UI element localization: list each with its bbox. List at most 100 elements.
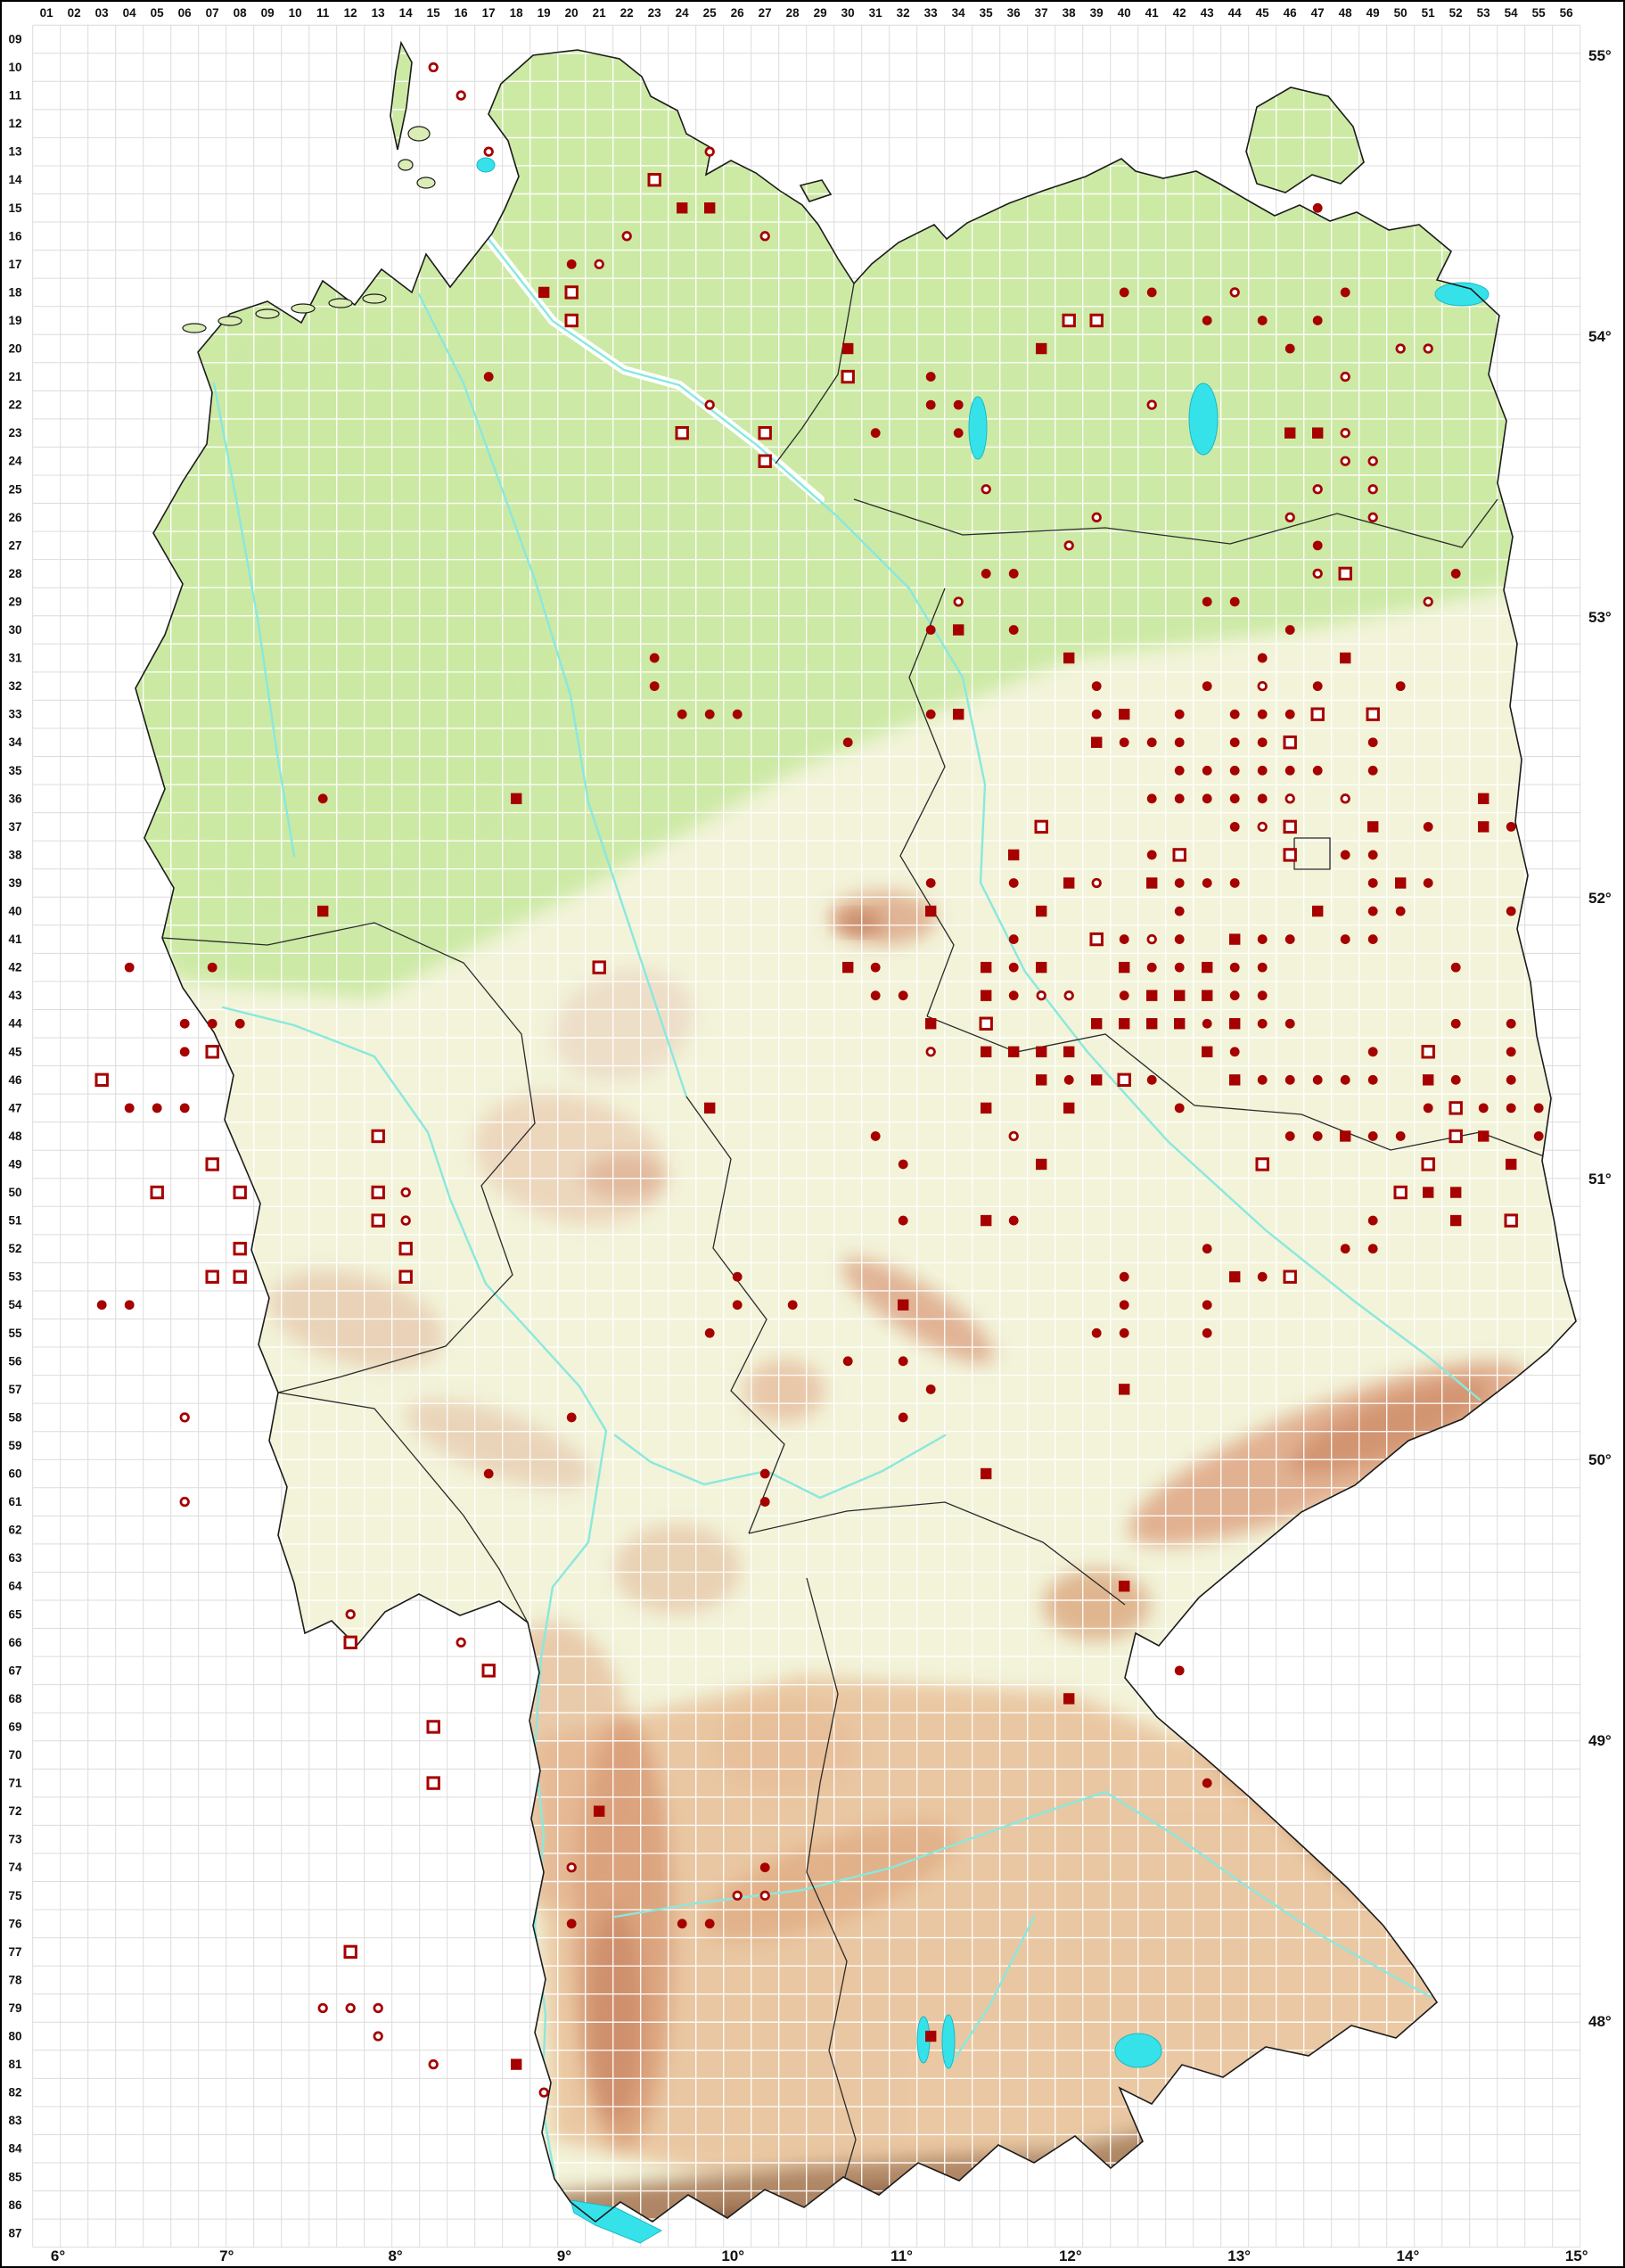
marker-filled-circle xyxy=(732,1300,743,1311)
marker-filled-circle xyxy=(1174,934,1185,944)
marker-filled-circle xyxy=(1257,793,1268,804)
col-label: 18 xyxy=(510,6,524,20)
col-label: 03 xyxy=(95,6,110,20)
marker-filled-circle xyxy=(1174,709,1185,719)
marker-open-circle xyxy=(1423,343,1433,354)
lat-label: 55° xyxy=(1588,47,1612,64)
row-label: 10 xyxy=(8,61,21,74)
marker-filled-circle xyxy=(649,653,660,663)
marker-filled-circle xyxy=(1312,316,1323,325)
marker-filled-circle xyxy=(925,709,936,719)
row-label: 11 xyxy=(9,89,22,103)
row-label: 77 xyxy=(8,1945,21,1959)
marker-open-square xyxy=(94,1072,109,1088)
marker-open-circle xyxy=(483,146,494,157)
marker-filled-square xyxy=(1119,961,1130,974)
col-label: 52 xyxy=(1449,6,1463,20)
marker-open-circle xyxy=(953,596,964,607)
row-label: 67 xyxy=(8,1664,21,1677)
marker-filled-circle xyxy=(1229,1047,1240,1057)
marker-open-square xyxy=(1449,1101,1463,1115)
marker-filled-circle xyxy=(1119,1327,1129,1338)
row-label: 49 xyxy=(8,1157,21,1171)
marker-filled-circle xyxy=(1257,316,1268,325)
marker-filled-circle xyxy=(1312,202,1323,213)
marker-filled-circle xyxy=(1202,1244,1212,1254)
marker-filled-circle xyxy=(1202,1778,1212,1788)
marker-filled-square xyxy=(538,286,550,299)
marker-filled-square xyxy=(1202,990,1213,1001)
marker-filled-circle xyxy=(1478,1103,1489,1113)
marker-open-square xyxy=(564,285,579,300)
marker-filled-square xyxy=(1091,736,1103,748)
marker-filled-circle xyxy=(1229,821,1240,832)
marker-open-circle xyxy=(538,2087,549,2098)
row-label: 63 xyxy=(8,1551,22,1565)
row-label: 84 xyxy=(8,2142,22,2156)
marker-open-circle xyxy=(1036,990,1046,1001)
marker-open-circle xyxy=(1395,343,1406,354)
lon-label: 6° xyxy=(51,2247,65,2264)
marker-open-square xyxy=(205,1270,219,1284)
marker-filled-circle xyxy=(759,1468,770,1479)
marker-filled-circle xyxy=(925,372,936,382)
marker-filled-square xyxy=(1229,1018,1241,1030)
marker-open-circle xyxy=(566,1862,577,1873)
row-label: 42 xyxy=(8,961,21,974)
row-label: 59 xyxy=(8,1439,21,1452)
col-label: 46 xyxy=(1284,6,1298,20)
marker-filled-circle xyxy=(981,569,991,579)
col-label: 53 xyxy=(1477,6,1491,20)
row-label: 60 xyxy=(8,1467,21,1481)
lake-ploen xyxy=(476,157,496,173)
marker-open-square xyxy=(1366,707,1380,721)
marker-filled-circle xyxy=(870,428,881,439)
marker-filled-square xyxy=(1229,1074,1241,1086)
row-label: 36 xyxy=(8,792,22,805)
marker-filled-circle xyxy=(317,793,328,804)
col-label: 40 xyxy=(1118,6,1131,20)
marker-open-circle xyxy=(455,90,466,101)
marker-filled-square xyxy=(1340,652,1351,664)
row-label: 80 xyxy=(8,2030,21,2043)
marker-filled-circle xyxy=(1174,878,1185,888)
marker-filled-circle xyxy=(566,1412,577,1423)
marker-filled-square xyxy=(1312,427,1324,439)
marker-open-square xyxy=(1089,313,1104,328)
lon-label: 14° xyxy=(1397,2247,1420,2264)
marker-filled-circle xyxy=(1367,1047,1378,1057)
marker-filled-circle xyxy=(787,1300,798,1311)
row-label: 73 xyxy=(8,1833,22,1846)
marker-filled-circle xyxy=(152,1103,162,1113)
row-label: 20 xyxy=(8,342,21,356)
marker-filled-circle xyxy=(870,1131,881,1141)
marker-filled-square xyxy=(1367,821,1379,833)
row-label: 09 xyxy=(8,32,21,45)
marker-filled-square xyxy=(1229,933,1241,945)
marker-open-square xyxy=(371,1185,385,1200)
marker-open-square xyxy=(1283,1270,1297,1284)
col-label: 39 xyxy=(1090,6,1104,20)
row-label: 27 xyxy=(8,538,21,552)
col-label: 49 xyxy=(1366,6,1380,20)
marker-filled-circle xyxy=(207,962,217,973)
marker-filled-square xyxy=(953,624,964,636)
col-label: 20 xyxy=(565,6,579,20)
row-label: 46 xyxy=(8,1073,22,1087)
marker-filled-square xyxy=(1008,1046,1020,1057)
row-label: 55 xyxy=(8,1327,22,1340)
marker-open-square xyxy=(1504,1213,1518,1228)
marker-filled-square xyxy=(1423,1074,1434,1086)
lat-label: 50° xyxy=(1588,1451,1612,1468)
marker-filled-square xyxy=(1063,652,1075,664)
marker-open-square xyxy=(233,1270,247,1284)
marker-filled-square xyxy=(981,1046,992,1057)
marker-open-square xyxy=(979,1016,993,1031)
col-label: 09 xyxy=(261,6,275,20)
marker-filled-circle xyxy=(1367,934,1378,944)
marker-filled-circle xyxy=(483,372,494,382)
marker-filled-circle xyxy=(1423,878,1433,888)
row-label: 19 xyxy=(8,314,21,327)
marker-filled-circle xyxy=(124,1300,135,1311)
